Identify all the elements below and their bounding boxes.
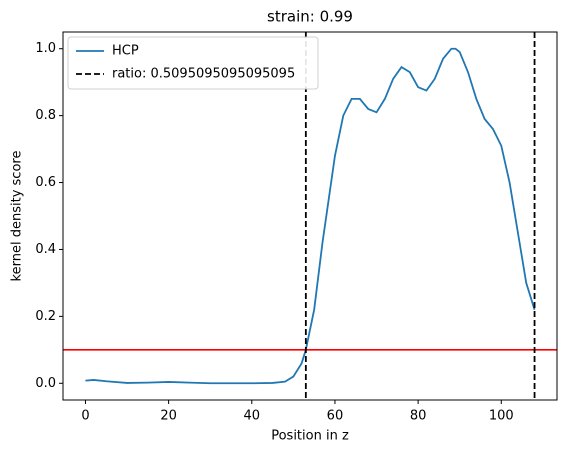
x-tick-label: 60 [327, 409, 344, 424]
line-series [85, 47, 536, 385]
legend-label: ratio: 0.5095095095095095 [112, 67, 295, 82]
x-tick-label: 80 [410, 409, 427, 424]
legend-label: HCP [112, 44, 139, 59]
x-axis-label: Position in z [271, 429, 349, 444]
chart-title: strain: 0.99 [267, 8, 353, 26]
axes-frame [62, 31, 558, 401]
legend-box [67, 36, 319, 90]
y-tick-label: 0.6 [35, 175, 56, 190]
x-tick-label: 20 [160, 409, 177, 424]
y-tick-label: 0.0 [35, 376, 56, 391]
y-axis-label: kernel density score [10, 151, 25, 282]
y-tick-label: 1.0 [35, 41, 56, 56]
y-tick-label: 0.2 [35, 309, 56, 324]
x-tick-label: 100 [489, 409, 514, 424]
y-tick-label: 0.4 [35, 242, 56, 257]
x-tick-label: 40 [244, 409, 261, 424]
y-tick-label: 0.8 [35, 108, 56, 123]
x-tick-label: 0 [81, 409, 89, 424]
